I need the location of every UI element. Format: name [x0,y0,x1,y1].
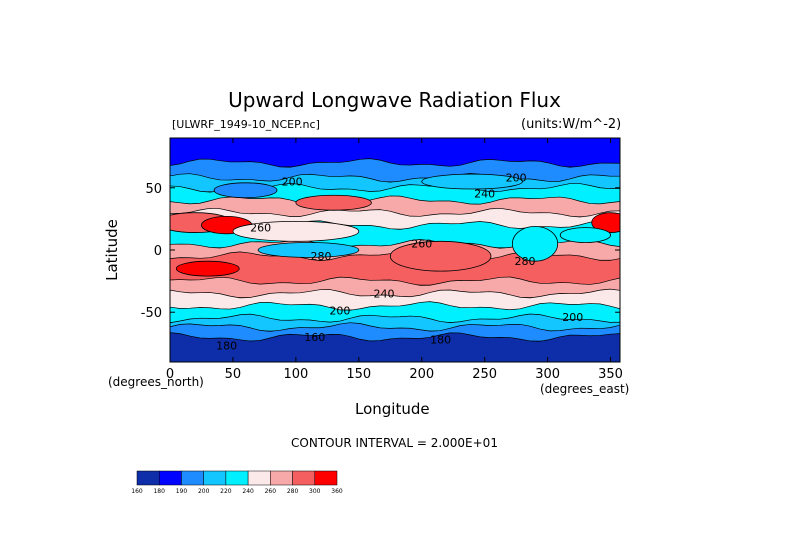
x-tick-label: 350 [598,367,623,382]
x-tick-label: 200 [409,367,434,382]
x-tick-label: 300 [535,367,560,382]
colorbar-level-label: 280 [287,488,299,495]
x-axis-units: (degrees_east) [540,382,630,396]
dataset-file-label: [ULWRF_1949-10_NCEP.nc] [172,118,320,131]
colorbar-level-label: 220 [220,488,232,495]
contour-label: 200 [329,305,350,318]
axes: 0 50 100 150 200 250 300 350 -50 0 50 [141,138,623,382]
contour-region [295,194,372,211]
contour-label: 180 [216,340,237,353]
contour-region [421,173,523,190]
colorbar: 160 180 190 200 220 240 260 280 300 360 [131,470,343,495]
units-label: (units:W/m^-2) [521,117,622,132]
contour-region [232,220,360,242]
contour-band [170,332,620,362]
colorbar-swatch [136,470,160,486]
x-tick-label: 250 [472,367,497,382]
y-tick-label: 0 [154,244,162,259]
colorbar-level-label: 190 [176,488,188,495]
colorbar-swatch [314,470,338,486]
colorbar-level-label: 360 [331,488,343,495]
colorbar-level-label: 300 [309,488,321,495]
contour-fill: 200 200 240 260 280 260 280 240 200 200 180 160 180 [170,138,620,362]
colorbar-swatch [247,470,271,486]
contour-region [213,182,278,199]
colorbar-swatch [158,470,182,486]
contour-label: 200 [506,172,527,185]
colorbar-level-label: 260 [265,488,277,495]
colorbar-level-label: 240 [242,488,254,495]
contour-region [591,212,620,233]
contour-label: 160 [304,331,325,344]
contour-label: 180 [430,333,451,346]
contour-region [257,242,360,258]
colorbar-level-label: 200 [198,488,210,495]
contour-region [559,227,611,243]
colorbar-swatch [225,470,249,486]
contour-region [175,260,240,277]
contour-label: 200 [282,175,303,188]
x-tick-label: 100 [283,367,308,382]
x-tick-label: 0 [166,367,174,382]
contour-interval-note: CONTOUR INTERVAL = 2.000E+01 [291,436,498,450]
colorbar-swatch [270,470,293,486]
contour-label: 260 [411,238,432,251]
contour-label: 280 [514,255,535,268]
colorbar-level-label: 160 [131,488,143,495]
x-tick-label: 50 [225,367,242,382]
y-tick-label: 50 [145,182,162,197]
contour-band [170,301,620,323]
contour-band [170,138,620,168]
chart-title: Upward Longwave Radiation Flux [228,88,561,112]
colorbar-swatch [203,470,227,486]
contour-region [511,225,559,262]
contour-label: 240 [373,287,394,300]
contour-label: 200 [562,311,583,324]
y-tick-label: -50 [141,306,162,321]
contour-label: 240 [474,188,495,201]
x-axis-title: Longitude [355,400,430,418]
colorbar-swatch [181,470,204,486]
x-tick-label: 150 [346,367,371,382]
contour-region [389,240,492,272]
colorbar-swatch [292,470,316,486]
contour-label: 260 [250,221,271,234]
colorbar-level-label: 180 [153,488,165,495]
contour-label: 280 [311,250,332,263]
y-axis-units: (degrees_north) [108,375,204,389]
